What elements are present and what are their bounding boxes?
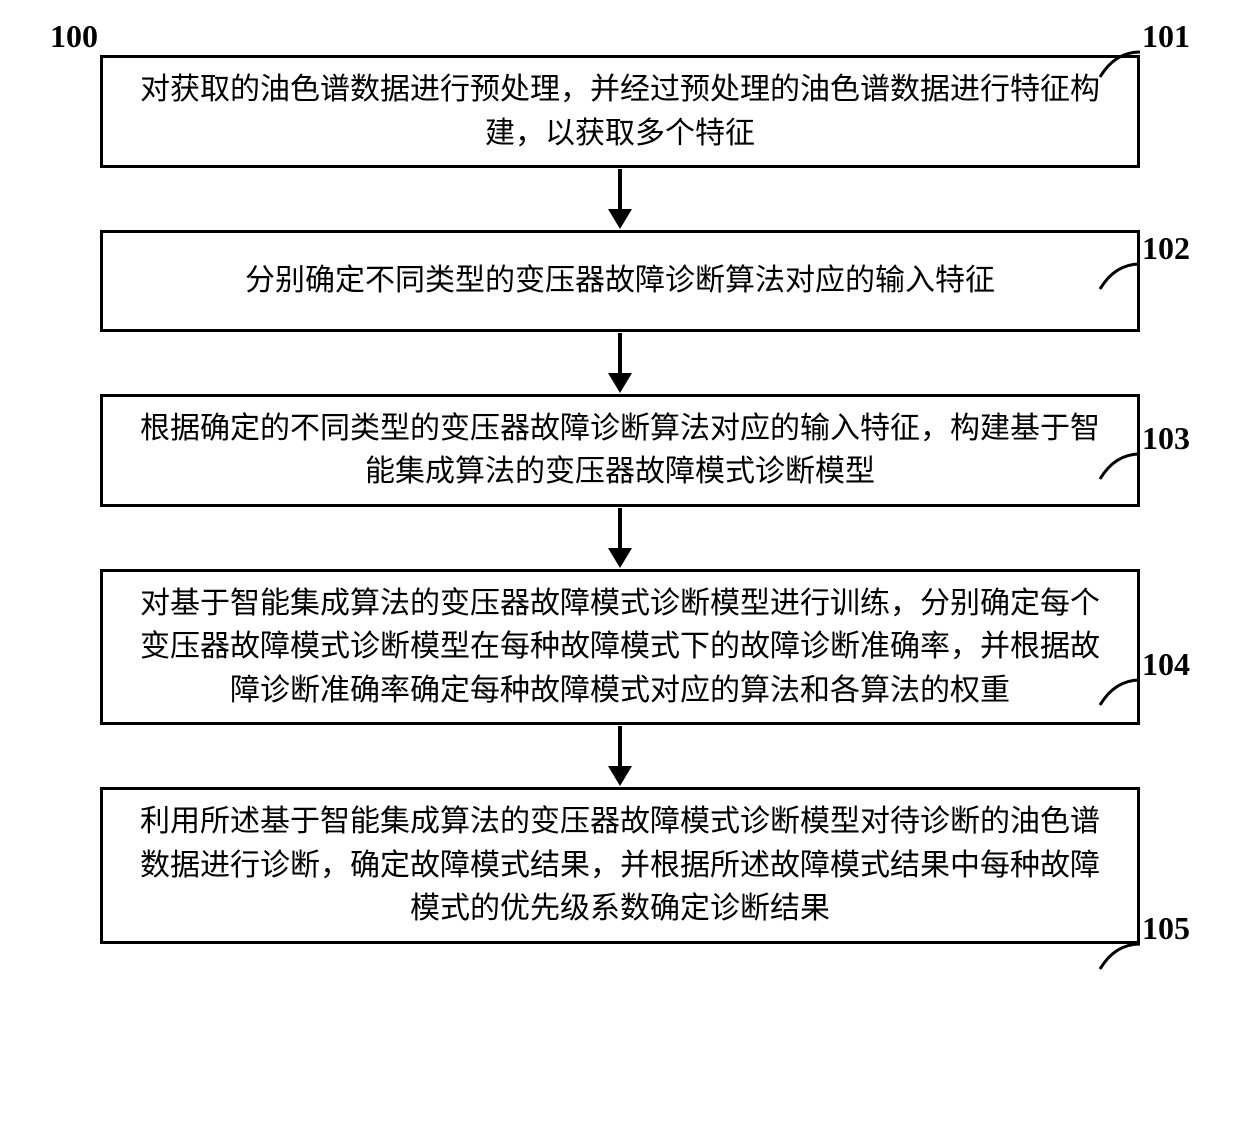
main-label: 100 [50,18,98,55]
flow-box-104: 对基于智能集成算法的变压器故障模式诊断模型进行训练，分别确定每个变压器故障模式诊… [100,569,1140,726]
flow-box-101: 对获取的油色谱数据进行预处理，并经过预处理的油色谱数据进行特征构建，以获取多个特… [100,55,1140,168]
label-text: 104 [1142,646,1190,682]
arrow [608,332,632,394]
connector-103 [1090,444,1140,484]
label-text: 102 [1142,230,1190,266]
box-label-104: 104 [1142,646,1190,683]
connector-105 [1090,934,1140,974]
box-text: 根据确定的不同类型的变压器故障诊断算法对应的输入特征，构建基于智能集成算法的变压… [140,412,1100,489]
box-label-105: 105 [1142,910,1190,947]
box-label-101: 101 [1142,18,1190,55]
connector-104 [1090,670,1140,710]
arrow [608,725,632,787]
box-text: 利用所述基于智能集成算法的变压器故障模式诊断模型对待诊断的油色谱数据进行诊断，确… [140,805,1100,925]
box-text: 对基于智能集成算法的变压器故障模式诊断模型进行训练，分别确定每个变压器故障模式诊… [140,587,1100,707]
flow-box-103: 根据确定的不同类型的变压器故障诊断算法对应的输入特征，构建基于智能集成算法的变压… [100,394,1140,507]
label-text: 101 [1142,18,1190,54]
flowchart: 对获取的油色谱数据进行预处理，并经过预处理的油色谱数据进行特征构建，以获取多个特… [0,20,1240,944]
flow-box-102: 分别确定不同类型的变压器故障诊断算法对应的输入特征 [100,230,1140,332]
box-text: 分别确定不同类型的变压器故障诊断算法对应的输入特征 [245,264,995,297]
label-text: 103 [1142,420,1190,456]
box-label-102: 102 [1142,230,1190,267]
connector-102 [1090,254,1140,294]
arrow [608,168,632,230]
arrow [608,507,632,569]
box-text: 对获取的油色谱数据进行预处理，并经过预处理的油色谱数据进行特征构建，以获取多个特… [140,73,1100,150]
connector-101 [1090,42,1140,82]
flow-box-105: 利用所述基于智能集成算法的变压器故障模式诊断模型对待诊断的油色谱数据进行诊断，确… [100,787,1140,944]
label-text: 105 [1142,910,1190,946]
box-label-103: 103 [1142,420,1190,457]
